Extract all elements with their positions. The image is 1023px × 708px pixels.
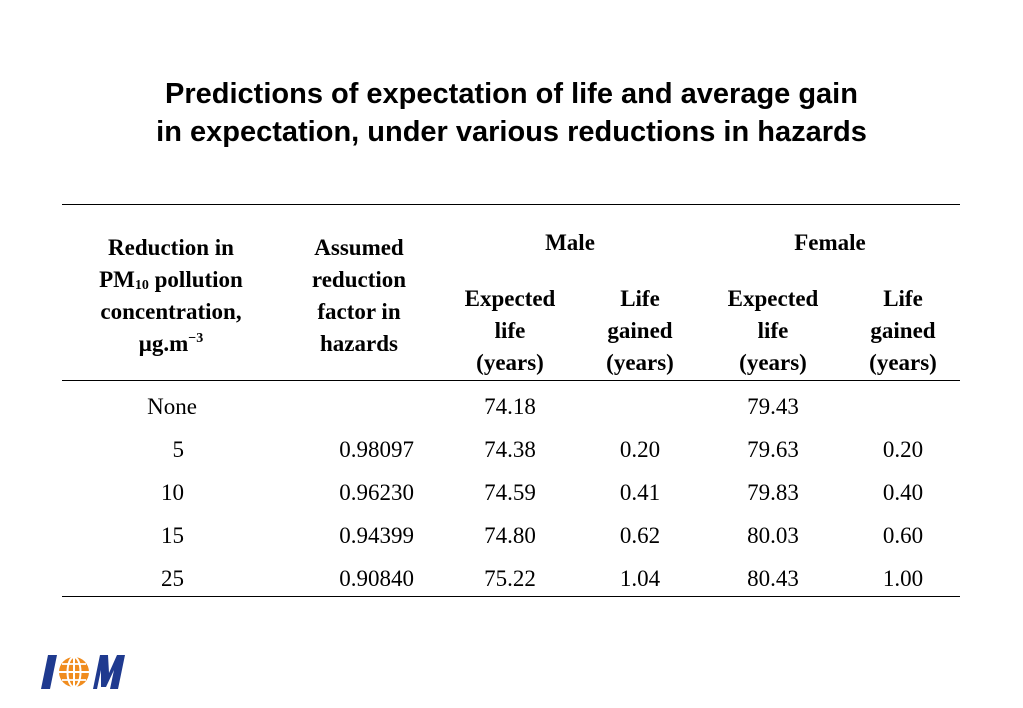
table-top-rule [62, 204, 960, 205]
table-cell-male-life: 74.18 [484, 394, 536, 419]
table-cell-female-life: 80.43 [747, 566, 799, 591]
col-header-female-gained: Life gained (years) [843, 283, 963, 379]
pm-subscript: 10 [134, 278, 149, 293]
table-cell-male-gain: 0.41 [619, 480, 661, 505]
female-gained-line2: gained [870, 318, 936, 343]
male-gained-line1: Life [620, 286, 660, 311]
title-line-1: Predictions of expectation of life and a… [165, 78, 858, 110]
group-header-female: Female [794, 230, 866, 255]
col-header-reduction-line2: PM10 pollution [62, 264, 280, 296]
female-expected-line2: life [757, 318, 789, 343]
col-header-factor-line3: factor in [317, 299, 401, 324]
table-cell-male-life: 74.80 [484, 523, 536, 548]
table-cell-factor: 0.94399 [339, 523, 414, 548]
table-cell-factor: 0.96230 [339, 480, 414, 505]
table-bottom-rule [62, 596, 960, 597]
table-header-rule [62, 380, 960, 381]
table-cell-reduction: 5 [172, 437, 185, 462]
globe-icon [59, 656, 89, 688]
female-expected-line1: Expected [727, 286, 819, 311]
title-line-2: in expectation, under various reductions… [156, 116, 867, 148]
male-expected-line2: life [494, 318, 526, 343]
logo-letter-i [41, 655, 57, 689]
table-cell-male-life: 75.22 [484, 566, 536, 591]
col-header-factor-line4: hazards [320, 331, 398, 356]
table-cell-female-gain: 1.00 [882, 566, 924, 591]
table-cell-reduction: 25 [161, 566, 184, 591]
col-header-reduction-line3: concentration, [100, 299, 242, 324]
unit-label: μg.m [138, 331, 189, 356]
table-cell-factor: 0.90840 [339, 566, 414, 591]
table-cell-male-gain: 0.62 [619, 523, 661, 548]
iom-logo [41, 655, 125, 689]
table-cell-male-gain: 1.04 [619, 566, 661, 591]
male-expected-line1: Expected [464, 286, 556, 311]
male-gained-line2: gained [607, 318, 673, 343]
pollution-label: pollution [148, 267, 243, 292]
col-header-factor: Assumed reduction factor in hazards [290, 232, 428, 360]
col-header-factor-line2: reduction [311, 267, 407, 292]
table-cell-male-gain: 0.20 [619, 437, 661, 462]
col-header-reduction-line1: Reduction in [108, 235, 234, 260]
col-header-female-expected: Expected life (years) [703, 283, 843, 379]
female-expected-line3: (years) [739, 350, 807, 375]
pm-label: PM [99, 267, 135, 292]
page-title: Predictions of expectation of life and a… [0, 75, 1023, 151]
unit-exponent: −3 [188, 331, 204, 346]
female-gained-line3: (years) [869, 350, 937, 375]
table-cell-female-life: 79.63 [747, 437, 799, 462]
table-cell-female-gain: 0.60 [882, 523, 924, 548]
table-cell-female-life: 79.83 [747, 480, 799, 505]
col-header-reduction-line4: μg.m−3 [62, 328, 280, 360]
table-cell-female-gain: 0.40 [882, 480, 924, 505]
table-cell-reduction: 10 [161, 480, 184, 505]
female-gained-line1: Life [883, 286, 923, 311]
col-header-male-expected: Expected life (years) [440, 283, 580, 379]
col-header-male-gained: Life gained (years) [580, 283, 700, 379]
male-expected-line3: (years) [476, 350, 544, 375]
table-cell-male-life: 74.59 [484, 480, 536, 505]
table-cell-reduction: None [147, 394, 197, 419]
table-cell-female-gain: 0.20 [882, 437, 924, 462]
col-header-reduction: Reduction in PM10 pollution concentratio… [62, 232, 280, 360]
table-cell-female-life: 79.43 [747, 394, 799, 419]
logo-letter-m [93, 655, 125, 689]
table-cell-female-life: 80.03 [747, 523, 799, 548]
table-cell-factor: 0.98097 [339, 437, 414, 462]
male-gained-line3: (years) [606, 350, 674, 375]
col-header-factor-line1: Assumed [314, 235, 404, 260]
group-header-male: Male [545, 230, 595, 255]
table-cell-male-life: 74.38 [484, 437, 536, 462]
table-cell-reduction: 15 [161, 523, 184, 548]
